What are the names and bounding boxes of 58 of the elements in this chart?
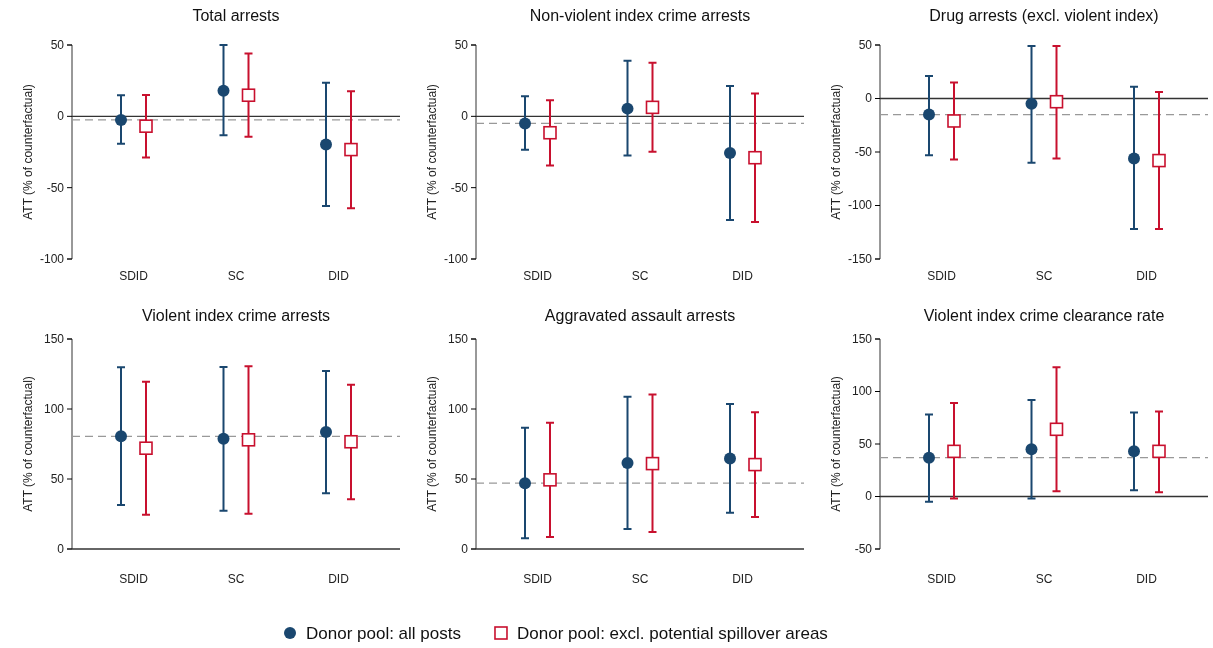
chart-title: Violent index crime clearance rate — [923, 307, 1165, 324]
y-tick-label: -50 — [854, 144, 873, 159]
x-tick-label: DID — [732, 268, 754, 283]
y-tick-label: -150 — [847, 251, 873, 266]
x-tick-label: SC — [1035, 571, 1053, 586]
y-tick-label: 0 — [57, 109, 65, 124]
y-axis-title: ATT (% of counterfactual) — [21, 84, 35, 220]
y-tick-label: 150 — [447, 331, 469, 346]
y-tick-label: 50 — [50, 37, 65, 52]
y-tick-label: -50 — [450, 180, 469, 195]
legend-label: Donor pool: all posts — [306, 624, 461, 643]
y-tick-label: 0 — [865, 91, 873, 106]
x-tick-label: DID — [1136, 571, 1158, 586]
x-tick-label: SC — [1035, 268, 1053, 283]
x-tick-label: SDID — [523, 571, 553, 586]
y-tick-label: 0 — [57, 541, 65, 556]
y-tick-label: 150 — [851, 331, 873, 346]
y-tick-label: 0 — [865, 489, 873, 504]
y-axis-title: ATT (% of counterfactual) — [829, 84, 843, 220]
x-tick-label: SC — [631, 268, 649, 283]
y-tick-label: -100 — [847, 198, 873, 213]
y-tick-label: -50 — [854, 541, 873, 556]
chart-title: Non-violent index crime arrests — [529, 7, 751, 24]
y-tick-label: 100 — [43, 401, 65, 416]
x-tick-label: DID — [328, 571, 350, 586]
chart-title: Violent index crime arrests — [141, 307, 331, 324]
y-tick-label: 0 — [461, 109, 469, 124]
x-tick-label: SDID — [927, 268, 957, 283]
x-tick-label: DID — [732, 571, 754, 586]
x-tick-label: SDID — [119, 268, 149, 283]
chart-title: Total arrests — [192, 7, 280, 24]
y-tick-label: 100 — [447, 401, 469, 416]
y-tick-label: 50 — [50, 471, 65, 486]
y-tick-label: 50 — [858, 436, 873, 451]
y-tick-label: -100 — [443, 251, 469, 266]
y-tick-label: -50 — [46, 180, 65, 195]
y-axis-title: ATT (% of counterfactual) — [425, 376, 439, 512]
y-tick-label: 50 — [454, 471, 469, 486]
x-tick-label: SC — [227, 571, 245, 586]
y-tick-label: 50 — [858, 37, 873, 52]
x-tick-label: DID — [1136, 268, 1158, 283]
x-tick-label: DID — [328, 268, 350, 283]
y-axis-title: ATT (% of counterfactual) — [21, 376, 35, 512]
chart-title: Drug arrests (excl. violent index) — [929, 7, 1159, 24]
x-tick-label: SC — [227, 268, 245, 283]
x-tick-label: SC — [631, 571, 649, 586]
legend-label: Donor pool: excl. potential spillover areas — [516, 624, 828, 643]
y-axis-title: ATT (% of counterfactual) — [829, 376, 843, 512]
y-tick-label: 150 — [43, 331, 65, 346]
x-tick-label: SDID — [119, 571, 149, 586]
y-axis-title: ATT (% of counterfactual) — [425, 84, 439, 220]
y-tick-label: -100 — [39, 251, 65, 266]
y-tick-label: 50 — [454, 37, 469, 52]
y-tick-label: 0 — [461, 541, 469, 556]
y-tick-label: 100 — [851, 384, 873, 399]
x-tick-label: SDID — [523, 268, 553, 283]
x-tick-label: SDID — [927, 571, 957, 586]
chart-title: Aggravated assault arrests — [544, 307, 736, 324]
